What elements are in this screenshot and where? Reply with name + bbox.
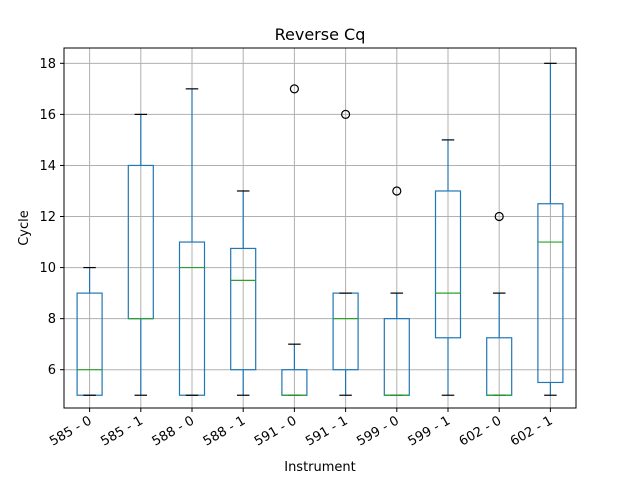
box-599-0 xyxy=(383,186,410,396)
x-tick-label: 588 - 0 xyxy=(150,413,197,449)
ticks-layer: 6 8 10 12 14 16 18 585 - 0 585 - 1 588 - 0 588 - 1… xyxy=(39,57,555,450)
x-tick-label: 591 - 1 xyxy=(303,413,350,449)
boxes-layer xyxy=(76,62,564,396)
box-585-0 xyxy=(76,266,103,396)
y-axis-label: Cycle xyxy=(17,210,32,246)
box-591-0 xyxy=(281,84,308,396)
box-602-1 xyxy=(537,62,564,396)
box-588-1 xyxy=(230,190,257,396)
box-602-0 xyxy=(486,211,513,396)
y-tick-label: 18 xyxy=(39,57,56,72)
y-tick-label: 6 xyxy=(48,363,56,378)
outlier-point xyxy=(289,84,299,94)
x-axis-label: Instrument xyxy=(284,460,356,475)
x-tick-label: 588 - 1 xyxy=(201,413,248,449)
x-tick-label: 585 - 1 xyxy=(98,413,145,449)
grid-layer xyxy=(64,48,576,408)
outlier-point xyxy=(341,109,351,119)
outlier-point xyxy=(392,186,402,196)
box-585-1 xyxy=(127,113,154,396)
plot-frame xyxy=(63,47,577,409)
y-tick-label: 10 xyxy=(39,261,56,276)
outlier-point xyxy=(494,211,504,222)
x-tick-label: 599 - 0 xyxy=(354,413,401,449)
x-tick-label: 602 - 0 xyxy=(457,413,504,449)
box-591-1 xyxy=(332,109,359,396)
y-tick-label: 16 xyxy=(39,108,56,123)
y-tick-label: 12 xyxy=(39,210,56,225)
box-588-0 xyxy=(178,88,206,396)
box-599-1 xyxy=(434,139,462,396)
x-tick-label: 602 - 1 xyxy=(508,413,555,449)
x-tick-label: 599 - 1 xyxy=(406,413,453,449)
x-tick-label: 585 - 0 xyxy=(47,413,94,449)
y-tick-label: 8 xyxy=(48,312,56,327)
y-tick-label: 14 xyxy=(39,159,56,174)
x-tick-label: 591 - 0 xyxy=(252,413,299,449)
chart-title: Reverse Cq xyxy=(275,25,366,44)
